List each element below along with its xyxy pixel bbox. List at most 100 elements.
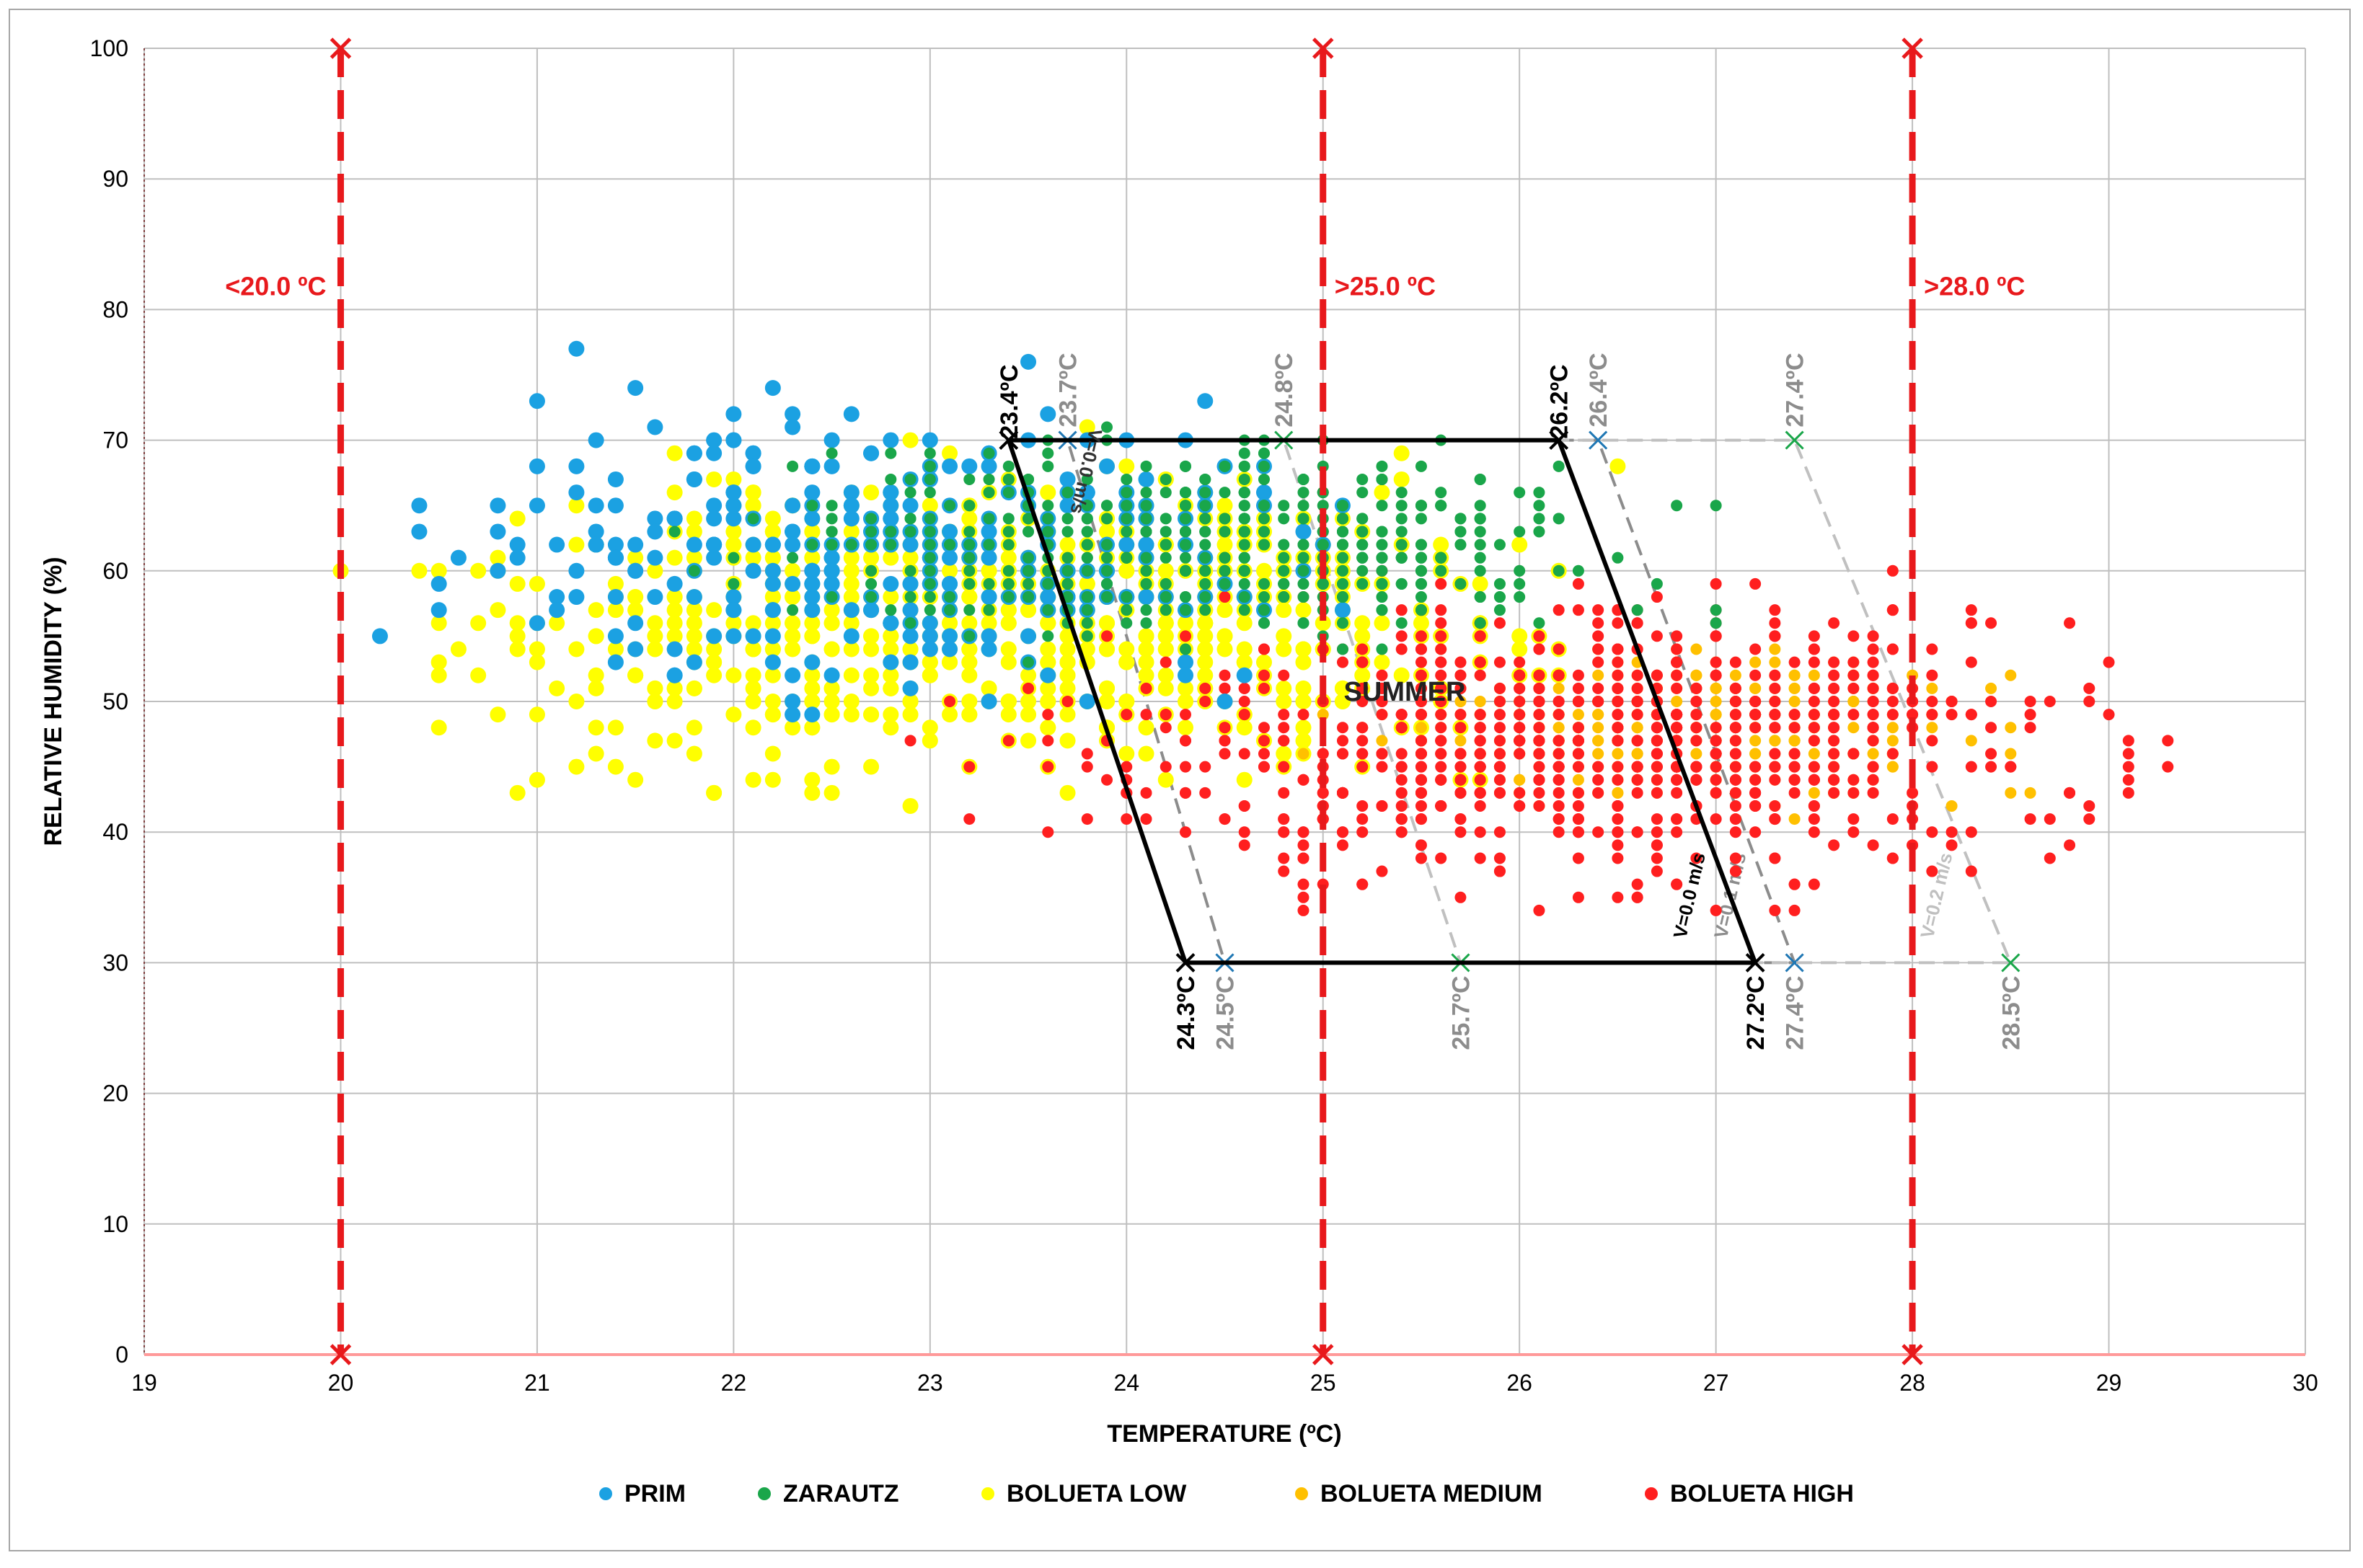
data-point [1376,591,1388,603]
data-point [1493,761,1506,773]
data-point [1415,460,1427,472]
data-point [1081,513,1093,525]
data-point [1138,667,1154,683]
data-point [963,577,976,590]
legend-marker [758,1487,771,1500]
data-point [1180,761,1192,773]
zone-corner-marker [1549,430,1569,451]
data-point [1081,748,1093,760]
data-point [1435,761,1447,773]
y-tick-label: 80 [102,296,128,322]
data-point [1690,682,1702,694]
data-point [1435,630,1447,642]
data-point [1081,604,1093,616]
data-point [1808,643,1820,655]
data-point [1514,591,1526,603]
data-point [1236,615,1253,632]
data-point [942,641,958,657]
data-point [1454,709,1467,721]
data-point [942,575,958,592]
data-point [1493,539,1506,551]
data-point [1651,630,1663,642]
data-point [706,497,723,514]
data-point [666,680,683,696]
data-point [1081,552,1093,564]
data-point [549,615,565,632]
data-point [1651,669,1663,681]
data-point [745,458,761,474]
data-point [1178,654,1194,670]
data-point [1374,615,1390,632]
data-point [1278,761,1290,773]
data-point [1356,577,1369,590]
data-point [981,549,997,566]
data-point [981,562,997,579]
data-point [529,641,545,657]
data-point [1059,497,1076,514]
data-point [1749,643,1762,655]
data-point [745,628,761,645]
data-point [1572,709,1584,721]
data-point [1552,799,1565,812]
data-point [1886,813,1899,825]
data-point [963,526,976,538]
data-point [509,784,526,801]
data-point [1374,654,1390,670]
data-point [1552,748,1565,760]
data-point [686,641,702,657]
data-point [686,589,702,606]
data-point [725,523,742,540]
data-point [1138,654,1154,670]
data-point [2083,799,2095,812]
data-point [1216,694,1233,709]
data-point [1395,577,1408,590]
data-point [1808,682,1820,694]
data-point [1788,787,1801,799]
data-point [1376,865,1388,877]
data-point [1219,564,1231,577]
data-point [1020,667,1037,683]
data-point [1160,552,1172,564]
data-point [1514,696,1526,707]
data-point [1965,604,1977,616]
data-point [1671,813,1683,825]
data-point [924,447,936,459]
data-point [688,564,700,577]
data-point [2162,735,2174,747]
limit-marker [1902,37,1923,59]
data-point [1140,526,1152,538]
x-tick-label: 29 [2096,1370,2122,1396]
data-point [686,445,702,461]
data-point [1886,604,1899,616]
data-point [1769,799,1781,812]
data-point [1199,473,1211,485]
data-point [1219,460,1231,472]
velocity-corner-label: 24.5ºC [1212,975,1240,1050]
data-point [764,589,781,606]
data-point [1572,761,1584,773]
data-point [1651,852,1663,864]
data-point [529,771,545,788]
data-point [785,589,801,606]
data-point [1886,748,1899,760]
data-point [686,615,702,632]
data-point [961,694,978,709]
data-point [588,745,604,762]
data-point [1867,787,1879,799]
data-point [627,589,644,606]
data-point [1101,500,1113,512]
zone-corner-label: 27.2ºC [1742,975,1770,1050]
data-point [883,497,899,514]
data-point [1042,709,1054,721]
data-point [785,497,801,514]
data-point [1965,617,1977,629]
data-point [1020,353,1037,370]
data-point [1729,735,1741,747]
data-point [1612,696,1624,707]
data-point [823,694,840,709]
data-point [1454,669,1467,681]
data-point [981,694,997,709]
data-point [1395,799,1408,812]
data-point [1297,513,1309,525]
data-point [1631,722,1643,734]
